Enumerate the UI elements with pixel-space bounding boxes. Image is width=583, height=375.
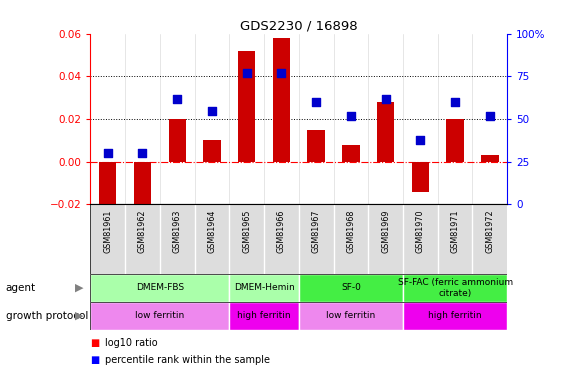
Point (242, 70, 251, 76)
Text: ▶: ▶ (75, 311, 83, 321)
Text: GSM81965: GSM81965 (242, 209, 251, 253)
Bar (99, 162, 117, 209)
Point (138, 150, 147, 156)
Text: low ferritin: low ferritin (326, 311, 375, 320)
Bar (481, 155, 498, 162)
Point (346, 112, 356, 118)
Bar (90, 302, 229, 330)
Text: ▶: ▶ (75, 283, 83, 293)
Bar (134, 162, 151, 215)
Text: GSM81966: GSM81966 (277, 209, 286, 253)
Bar (403, 274, 507, 302)
Text: percentile rank within the sample: percentile rank within the sample (105, 355, 270, 365)
Bar (447, 119, 464, 162)
Text: SF-0: SF-0 (341, 284, 361, 292)
Point (277, 70, 286, 76)
Point (103, 150, 113, 156)
Point (208, 108, 217, 114)
Title: GDS2230 / 16898: GDS2230 / 16898 (240, 20, 357, 33)
Text: ■: ■ (90, 338, 100, 348)
Text: GSM81967: GSM81967 (312, 209, 321, 253)
Text: log10 ratio: log10 ratio (105, 338, 157, 348)
Text: high ferritin: high ferritin (429, 311, 482, 320)
Point (173, 96, 182, 102)
Bar (299, 274, 403, 302)
Text: DMEM-Hemin: DMEM-Hemin (234, 284, 294, 292)
Text: high ferritin: high ferritin (237, 311, 291, 320)
Text: GSM81962: GSM81962 (138, 209, 147, 253)
Text: DMEM-FBS: DMEM-FBS (136, 284, 184, 292)
Bar (238, 51, 255, 162)
Text: GSM81968: GSM81968 (346, 209, 356, 253)
Text: low ferritin: low ferritin (135, 311, 184, 320)
Text: GSM81969: GSM81969 (381, 209, 390, 253)
Text: GSM81970: GSM81970 (416, 209, 425, 253)
Bar (273, 38, 290, 162)
Text: agent: agent (6, 283, 36, 293)
Bar (90, 274, 229, 302)
Bar (168, 119, 186, 162)
Bar (229, 302, 299, 330)
Point (311, 99, 321, 105)
Point (381, 96, 390, 102)
Bar (403, 302, 507, 330)
Text: GSM81972: GSM81972 (485, 209, 494, 253)
Text: ■: ■ (90, 355, 100, 365)
Point (451, 99, 460, 105)
Text: growth protocol: growth protocol (6, 311, 88, 321)
Bar (377, 102, 394, 162)
Text: GSM81961: GSM81961 (103, 209, 113, 253)
Bar (229, 274, 299, 302)
Text: GSM81963: GSM81963 (173, 209, 182, 253)
Text: SF-FAC (ferric ammonium
citrate): SF-FAC (ferric ammonium citrate) (398, 278, 512, 297)
Bar (203, 140, 220, 162)
Point (416, 136, 425, 142)
Text: GSM81971: GSM81971 (451, 209, 459, 253)
Bar (307, 130, 325, 162)
Point (485, 112, 494, 118)
Bar (412, 162, 429, 192)
Bar (299, 302, 403, 330)
Bar (342, 145, 360, 162)
Text: GSM81964: GSM81964 (208, 209, 216, 253)
